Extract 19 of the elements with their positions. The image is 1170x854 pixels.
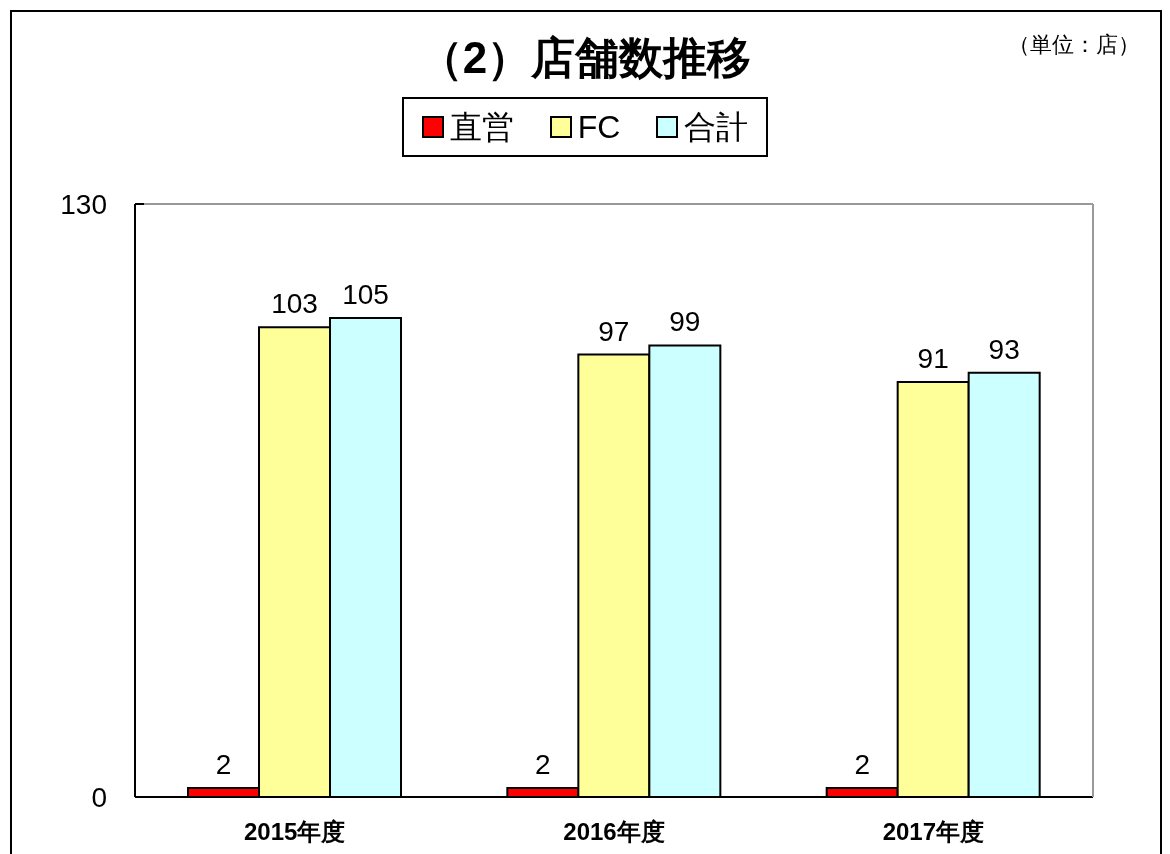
y-tick-label: 130 — [60, 188, 107, 220]
y-tick-label: 0 — [91, 781, 107, 813]
chart-title: （2）店舗数推移 — [418, 33, 752, 82]
x-tick-label: 2015年度 — [243, 818, 346, 846]
data-label: 91 — [917, 342, 949, 374]
x-tick-label: 2016年度 — [563, 818, 665, 846]
data-label: 99 — [669, 306, 701, 338]
data-label: 97 — [598, 315, 630, 347]
legend-label: FC — [577, 108, 621, 147]
legend-label: 合計 — [684, 108, 749, 147]
x-tick-label: 2017年度 — [882, 818, 985, 846]
data-label: 2 — [854, 748, 870, 780]
legend-label: 直営 — [449, 108, 514, 147]
data-label: 105 — [342, 279, 389, 311]
data-label: 2 — [215, 748, 232, 780]
data-label: 103 — [271, 288, 318, 320]
data-label: 2 — [535, 748, 551, 780]
text: （単位：店） — [1008, 32, 1140, 57]
data-label: 93 — [988, 333, 1020, 365]
